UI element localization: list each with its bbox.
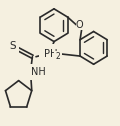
Text: O: O: [76, 20, 84, 30]
Text: PH: PH: [44, 49, 57, 59]
Text: S: S: [9, 41, 16, 51]
Text: 2: 2: [56, 52, 61, 61]
Text: NH: NH: [31, 67, 46, 77]
